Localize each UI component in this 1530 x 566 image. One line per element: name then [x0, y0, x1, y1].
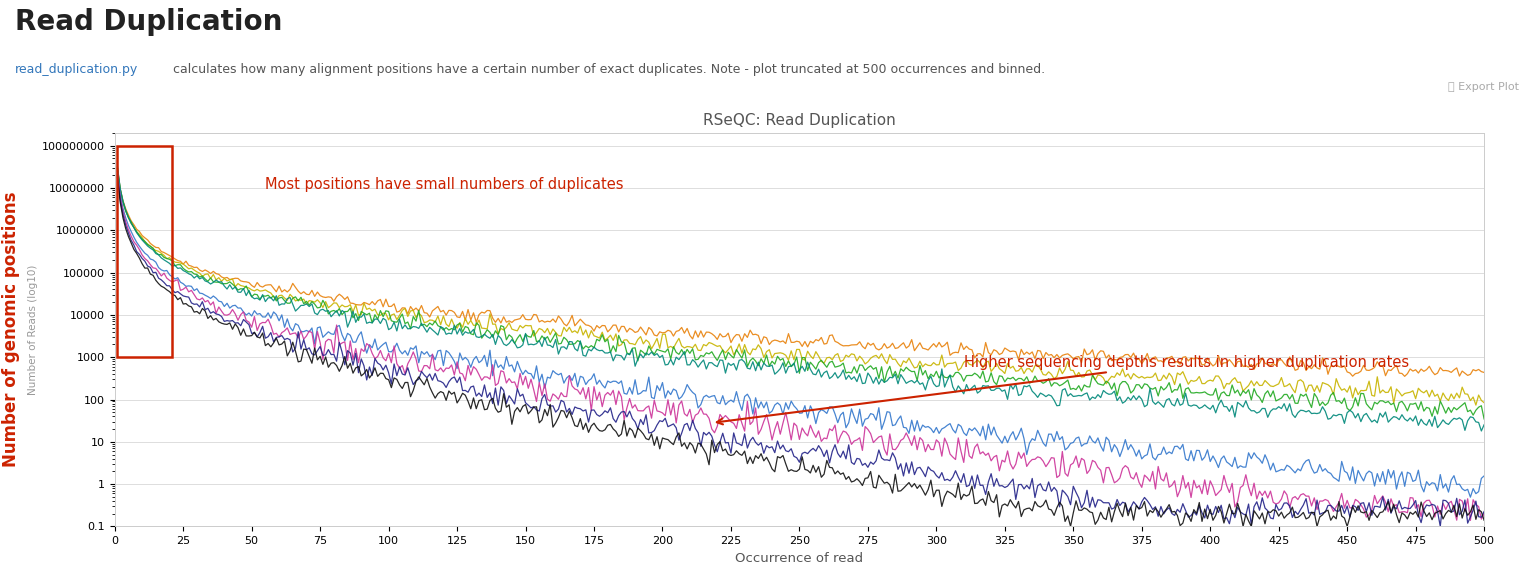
- Bar: [118, 145, 173, 357]
- Title: RSeQC: Read Duplication: RSeQC: Read Duplication: [704, 113, 895, 128]
- Text: Read Duplication: Read Duplication: [15, 8, 283, 36]
- Text: calculates how many alignment positions have a certain number of exact duplicate: calculates how many alignment positions …: [170, 63, 1045, 76]
- X-axis label: Occurrence of read: Occurrence of read: [736, 552, 863, 565]
- Text: Number of genomic positions: Number of genomic positions: [2, 192, 20, 468]
- Text: ⤓ Export Plot: ⤓ Export Plot: [1449, 82, 1519, 92]
- Text: read_duplication.py: read_duplication.py: [15, 63, 139, 76]
- Text: Higher sequencing depths results in higher duplication rates: Higher sequencing depths results in high…: [718, 354, 1409, 424]
- Y-axis label: Number of Reads (log10): Number of Reads (log10): [28, 264, 38, 395]
- Text: Most positions have small numbers of duplicates: Most positions have small numbers of dup…: [265, 177, 624, 192]
